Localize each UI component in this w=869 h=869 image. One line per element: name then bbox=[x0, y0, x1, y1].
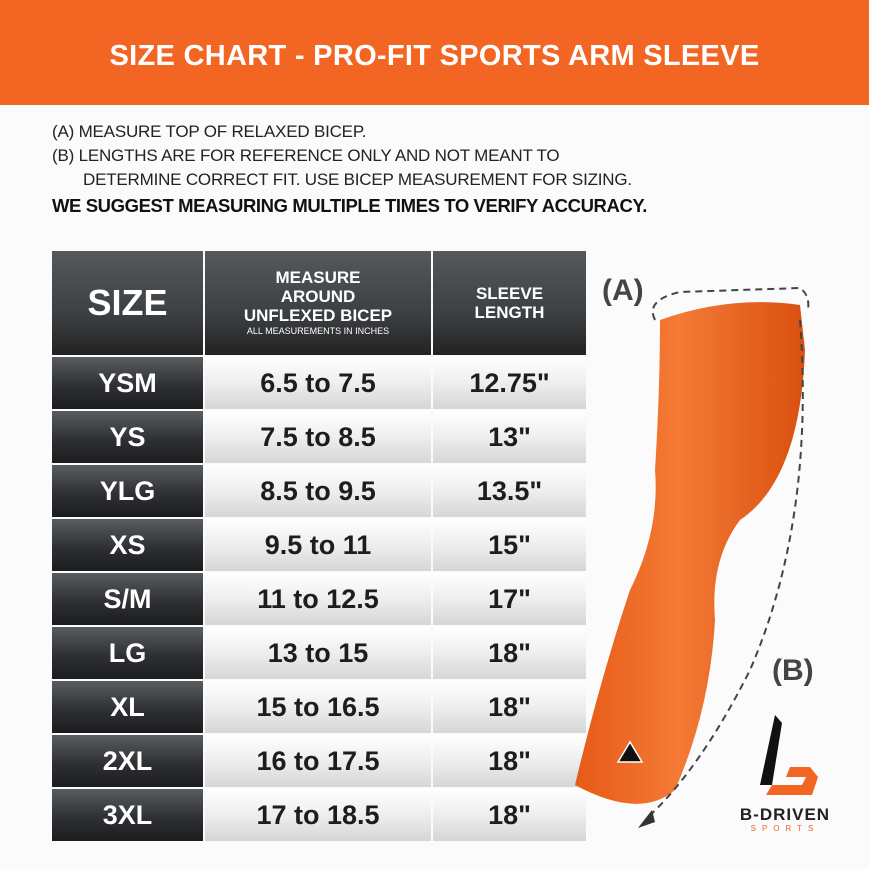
sleeve-logo-icon bbox=[616, 740, 644, 763]
label-a: (A) bbox=[602, 274, 644, 307]
header-size: SIZE bbox=[52, 251, 203, 355]
size-cell: 2XL bbox=[52, 735, 203, 787]
length-cell: 12.75" bbox=[433, 357, 586, 409]
length-cell: 17" bbox=[433, 573, 586, 625]
logo-mark-icon bbox=[760, 715, 818, 795]
size-cell: XL bbox=[52, 681, 203, 733]
length-cell: 15" bbox=[433, 519, 586, 571]
logo-brand: B-DRIVEN bbox=[739, 805, 831, 824]
size-cell: S/M bbox=[52, 573, 203, 625]
table-row: YLG 8.5 to 9.5 13.5" bbox=[52, 465, 586, 517]
bicep-cell: 15 to 16.5 bbox=[205, 681, 431, 733]
measurement-notes: (A) MEASURE TOP OF RELAXED BICEP. (B) LE… bbox=[52, 120, 647, 218]
header-bicep-note: ALL MEASUREMENTS IN INCHES bbox=[246, 326, 390, 336]
arrow-a-icon bbox=[651, 286, 810, 321]
bicep-cell: 16 to 17.5 bbox=[205, 735, 431, 787]
table-row: S/M 11 to 12.5 17" bbox=[52, 573, 586, 625]
page-title: SIZE CHART - PRO-FIT SPORTS ARM SLEEVE bbox=[109, 40, 760, 72]
bicep-cell: 13 to 15 bbox=[205, 627, 431, 679]
size-chart-table: SIZE MEASURE AROUND UNFLEXED BICEP ALL M… bbox=[50, 249, 588, 843]
bicep-cell: 7.5 to 8.5 bbox=[205, 411, 431, 463]
table-row: YSM 6.5 to 7.5 12.75" bbox=[52, 357, 586, 409]
sleeve-icon bbox=[575, 302, 805, 804]
arrow-b-icon bbox=[644, 319, 804, 821]
length-cell: 18" bbox=[433, 627, 586, 679]
length-cell: 13.5" bbox=[433, 465, 586, 517]
size-cell: LG bbox=[52, 627, 203, 679]
length-cell: 18" bbox=[433, 681, 586, 733]
note-b-line1: (B) LENGTHS ARE FOR REFERENCE ONLY AND N… bbox=[52, 146, 560, 165]
brand-logo: B-DRIVEN SPORTS bbox=[735, 715, 835, 833]
bicep-cell: 6.5 to 7.5 bbox=[205, 357, 431, 409]
label-b: (B) bbox=[772, 654, 814, 687]
size-cell: 3XL bbox=[52, 789, 203, 841]
bicep-cell: 11 to 12.5 bbox=[205, 573, 431, 625]
header-length: SLEEVE LENGTH bbox=[433, 251, 586, 355]
bicep-cell: 9.5 to 11 bbox=[205, 519, 431, 571]
table-row: YS 7.5 to 8.5 13" bbox=[52, 411, 586, 463]
table-row: LG 13 to 15 18" bbox=[52, 627, 586, 679]
title-banner: SIZE CHART - PRO-FIT SPORTS ARM SLEEVE bbox=[0, 0, 869, 105]
size-cell: YLG bbox=[52, 465, 203, 517]
note-suggest: WE SUGGEST MEASURING MULTIPLE TIMES TO V… bbox=[52, 195, 648, 216]
bicep-cell: 17 to 18.5 bbox=[205, 789, 431, 841]
note-b-line2: DETERMINE CORRECT FIT. USE BICEP MEASURE… bbox=[83, 170, 632, 189]
table-row: 3XL 17 to 18.5 18" bbox=[52, 789, 586, 841]
logo-sub: SPORTS bbox=[750, 824, 820, 833]
header-length-label: SLEEVE LENGTH bbox=[474, 284, 545, 322]
bicep-cell: 8.5 to 9.5 bbox=[205, 465, 431, 517]
length-cell: 18" bbox=[433, 735, 586, 787]
table-row: XS 9.5 to 11 15" bbox=[52, 519, 586, 571]
length-cell: 18" bbox=[433, 789, 586, 841]
note-a: (A) MEASURE TOP OF RELAXED BICEP. bbox=[52, 122, 367, 141]
table-row: XL 15 to 16.5 18" bbox=[52, 681, 586, 733]
size-cell: YS bbox=[52, 411, 203, 463]
table-row: 2XL 16 to 17.5 18" bbox=[52, 735, 586, 787]
length-cell: 13" bbox=[433, 411, 586, 463]
size-cell: XS bbox=[52, 519, 203, 571]
size-cell: YSM bbox=[52, 357, 203, 409]
sleeve-diagram: (A) (B) bbox=[575, 274, 814, 828]
table-header-row: SIZE MEASURE AROUND UNFLEXED BICEP ALL M… bbox=[52, 251, 586, 355]
header-bicep-label: MEASURE AROUND UNFLEXED BICEP bbox=[243, 268, 393, 325]
header-bicep: MEASURE AROUND UNFLEXED BICEP ALL MEASUR… bbox=[205, 251, 431, 355]
